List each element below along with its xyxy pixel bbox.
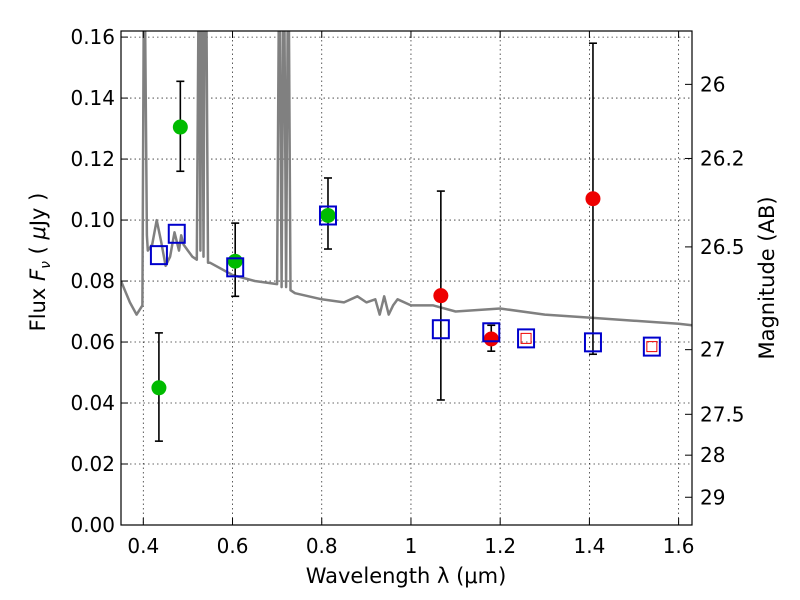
x-tick-label: 1.4 <box>573 534 605 558</box>
blue-square-point <box>167 223 186 244</box>
y2-tick-label: 26 <box>700 72 725 96</box>
tick-labels: 0.4 0.6 0.8 1 1.2 1.4 1.6 0.00 0.02 0.04 0.06 0.08 0… <box>70 25 744 558</box>
green-circle-point <box>227 253 243 269</box>
blue-square-point <box>431 319 450 340</box>
plot-frame <box>120 30 693 526</box>
y-tick-label: 0.16 <box>70 25 115 49</box>
green-circle-point <box>320 207 336 223</box>
y2-tick-label: 26.5 <box>700 235 745 259</box>
y-tick-label: 0.12 <box>70 147 115 171</box>
grid-lines <box>121 31 692 525</box>
y-axis-label: Flux Fν ( μJy ) <box>26 193 54 332</box>
model-spectrum <box>121 31 692 327</box>
x-tick-label: 1.6 <box>663 534 695 558</box>
blue-square-point <box>482 322 501 343</box>
y-tick-label: 0.00 <box>70 513 115 537</box>
blue-square-point <box>583 332 602 353</box>
green-circle-point <box>172 119 188 135</box>
y-axis-label-mid: ( <box>26 240 50 262</box>
x-tick-label: 1 <box>405 534 418 558</box>
y2-tick-label: 27.5 <box>700 402 745 426</box>
axis-ticks <box>121 31 692 526</box>
y2-tick-label: 27 <box>700 338 725 362</box>
model-spectrum-line <box>121 31 692 327</box>
y-axis-label-mu: μ <box>26 226 50 240</box>
y2-tick-label: 26.2 <box>700 146 745 170</box>
y-axis-label-prefix: Flux <box>26 281 50 331</box>
y2-tick-label: 29 <box>700 485 725 509</box>
blue-square-point <box>642 336 661 357</box>
x-axis-label: Wavelength λ (μm) <box>306 564 507 588</box>
y-tick-label: 0.10 <box>70 208 115 232</box>
y-tick-label: 0.06 <box>70 330 115 354</box>
x-tick-label: 1.2 <box>484 534 516 558</box>
y-axis-label-suffix: Jy ) <box>26 193 50 229</box>
x-tick-label: 0.4 <box>127 534 159 558</box>
y-tick-label: 0.04 <box>70 391 115 415</box>
y-axis-label-symbol: F <box>26 268 50 281</box>
data-markers <box>149 119 661 396</box>
y-tick-label: 0.02 <box>70 452 115 476</box>
blue-square-point <box>149 245 168 266</box>
blue-square-point <box>226 257 245 278</box>
blue-square-point <box>318 205 337 226</box>
y-axis-label-subscript: ν <box>38 261 54 269</box>
y2-tick-label: 28 <box>700 443 725 467</box>
x-tick-label: 0.6 <box>217 534 249 558</box>
y2-axis-label: Magnitude (AB) <box>755 196 779 359</box>
blue-square-point <box>517 328 536 349</box>
green-circle-point <box>151 380 167 396</box>
red-small-square-point <box>646 341 658 353</box>
red-circle-point <box>433 288 449 304</box>
red-circle-point <box>483 331 499 347</box>
red-small-square-point <box>520 332 532 344</box>
y-tick-label: 0.08 <box>70 269 115 293</box>
error-bars <box>154 42 597 442</box>
y-tick-label: 0.14 <box>70 86 115 110</box>
red-circle-point <box>585 191 601 207</box>
x-tick-label: 0.8 <box>306 534 338 558</box>
